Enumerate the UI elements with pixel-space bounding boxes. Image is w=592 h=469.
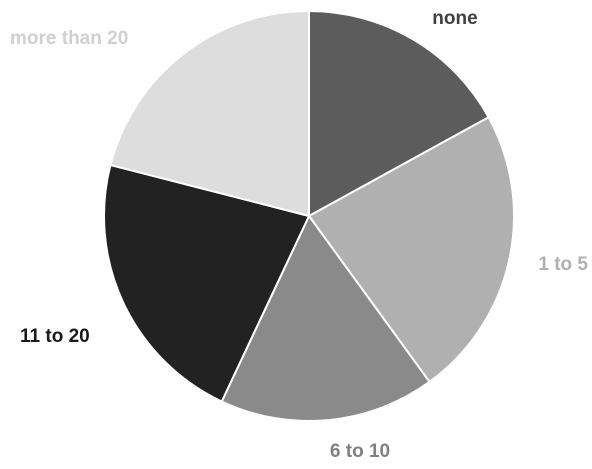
pie-slice-label-0: none xyxy=(432,8,477,29)
pie-slice-4 xyxy=(109,9,310,218)
pie-slice-1 xyxy=(307,115,515,384)
pie-slice-3 xyxy=(103,163,311,403)
pie-slice-label-3: 11 to 20 xyxy=(20,326,90,347)
pie-slice-label-4: more than 20 xyxy=(10,28,128,49)
pie-slice-label-2: 6 to 10 xyxy=(330,441,390,462)
pie-slice-2 xyxy=(220,214,431,422)
pie-labels: none 1 to 5 6 to 10 11 to 20 more than 20 xyxy=(10,8,588,462)
pie-slice-label-1: 1 to 5 xyxy=(538,254,588,275)
pie-slices xyxy=(103,9,515,422)
pie-slice-0 xyxy=(308,9,490,218)
